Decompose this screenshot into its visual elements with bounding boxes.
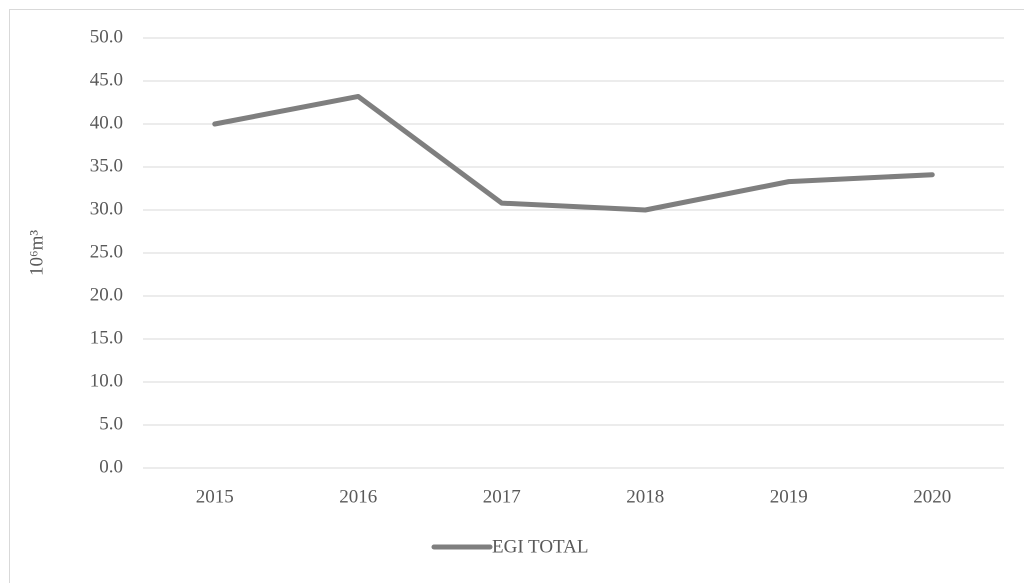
y-tick-label: 45.0 <box>90 69 123 90</box>
legend-label: EGI TOTAL <box>492 536 588 557</box>
y-tick-label: 25.0 <box>90 241 123 262</box>
y-tick-label: 20.0 <box>90 284 123 305</box>
chart-border <box>9 9 1024 583</box>
x-tick-label: 2020 <box>913 486 951 507</box>
x-tick-label: 2016 <box>339 486 377 507</box>
y-tick-label: 5.0 <box>99 413 123 434</box>
y-tick-label: 0.0 <box>99 456 123 477</box>
y-tick-label: 30.0 <box>90 198 123 219</box>
x-tick-label: 2015 <box>196 486 234 507</box>
x-tick-label: 2018 <box>626 486 664 507</box>
x-tick-label: 2017 <box>483 486 521 507</box>
y-tick-label: 15.0 <box>90 327 123 348</box>
y-tick-label: 40.0 <box>90 112 123 133</box>
y-tick-label: 10.0 <box>90 370 123 391</box>
line-series <box>212 93 935 213</box>
y-tick-label: 35.0 <box>90 155 123 176</box>
y-tick-label: 50.0 <box>90 26 123 47</box>
y-axis-label: 10⁶m³ <box>26 230 47 276</box>
x-tick-label: 2019 <box>770 486 808 507</box>
